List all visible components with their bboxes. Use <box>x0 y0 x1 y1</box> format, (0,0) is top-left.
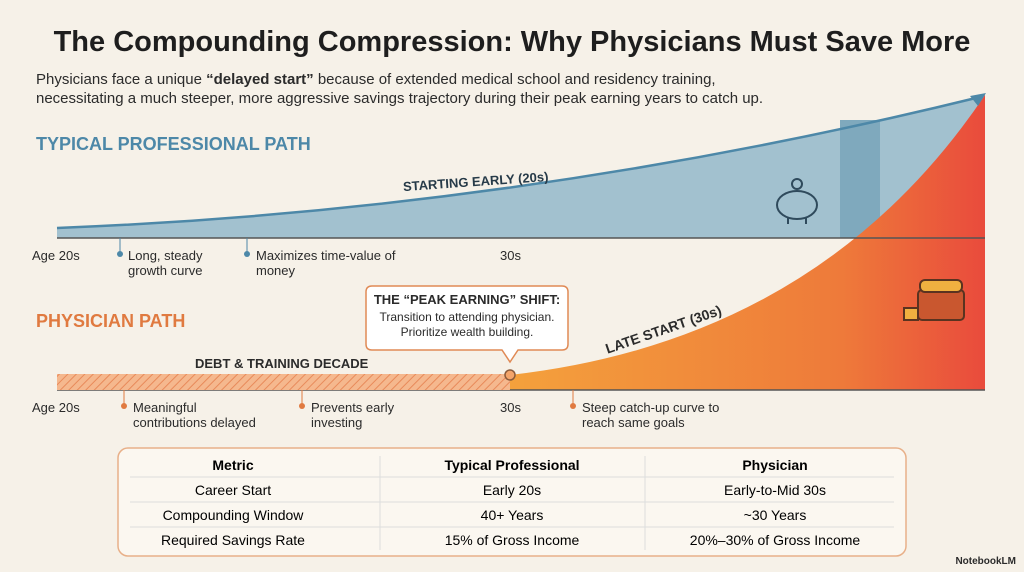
text: Physicians face a unique <box>36 71 207 88</box>
callout-box <box>365 285 569 364</box>
dot <box>570 403 576 409</box>
table-cell: 20%–30% of Gross Income <box>689 532 861 548</box>
branding: NotebookLM <box>955 556 1016 567</box>
subtitle: Physicians face a unique “delayed start”… <box>36 70 796 108</box>
training-bar <box>57 374 510 390</box>
note: Steep catch-up curve to reach same goals <box>582 400 720 430</box>
table-cell: Compounding Window <box>162 507 304 523</box>
chest-icon <box>903 279 965 321</box>
note: Prevents early investing <box>311 400 395 430</box>
dot <box>299 403 305 409</box>
table-cell: Required Savings Rate <box>161 532 305 548</box>
dot <box>244 251 250 257</box>
table-header: Metric <box>212 457 254 473</box>
callout-text: Transition to attending physician. Prior… <box>379 310 555 339</box>
callout-title: THE “PEAK EARNING” SHIFT: <box>373 292 561 307</box>
typical-area-dark <box>840 120 880 238</box>
shift-point <box>504 369 516 381</box>
table-cell: 15% of Gross Income <box>444 532 580 548</box>
axis-label: Age 20s <box>32 400 80 415</box>
physician-area <box>510 95 985 390</box>
table-cell: Early 20s <box>482 482 542 498</box>
note: Meaningful contributions delayed <box>133 400 256 430</box>
table-header: Physician <box>742 457 808 473</box>
table-cell: Career Start <box>194 482 272 498</box>
table-header: Typical Professional <box>444 457 580 473</box>
note: Maximizes time-value of money <box>256 248 396 278</box>
piggy-icon <box>776 178 818 224</box>
typical-curve <box>56 95 981 230</box>
text: because of extended medical school and r… <box>36 71 764 107</box>
note: Long, steady growth curve <box>128 248 203 278</box>
emphasis: “delayed start” <box>206 71 314 88</box>
table-cell: Early-to-Mid 30s <box>724 482 826 498</box>
typical-area <box>57 95 985 238</box>
arrow-head <box>970 93 986 106</box>
dot <box>121 403 127 409</box>
axis-label: 30s <box>500 400 521 415</box>
section-label: PHYSICIAN PATH <box>36 311 186 331</box>
training-label: DEBT & TRAINING DECADE <box>195 356 369 371</box>
table-cell: 40+ Years <box>480 507 544 523</box>
axis-label: 30s <box>500 248 521 263</box>
dot <box>117 251 123 257</box>
section-label: TYPICAL PROFESSIONAL PATH <box>36 134 311 154</box>
title: The Compounding Compression: Why Physici… <box>53 26 971 58</box>
axis-label: Age 20s <box>32 248 80 263</box>
table-cell: ~30 Years <box>743 507 807 523</box>
